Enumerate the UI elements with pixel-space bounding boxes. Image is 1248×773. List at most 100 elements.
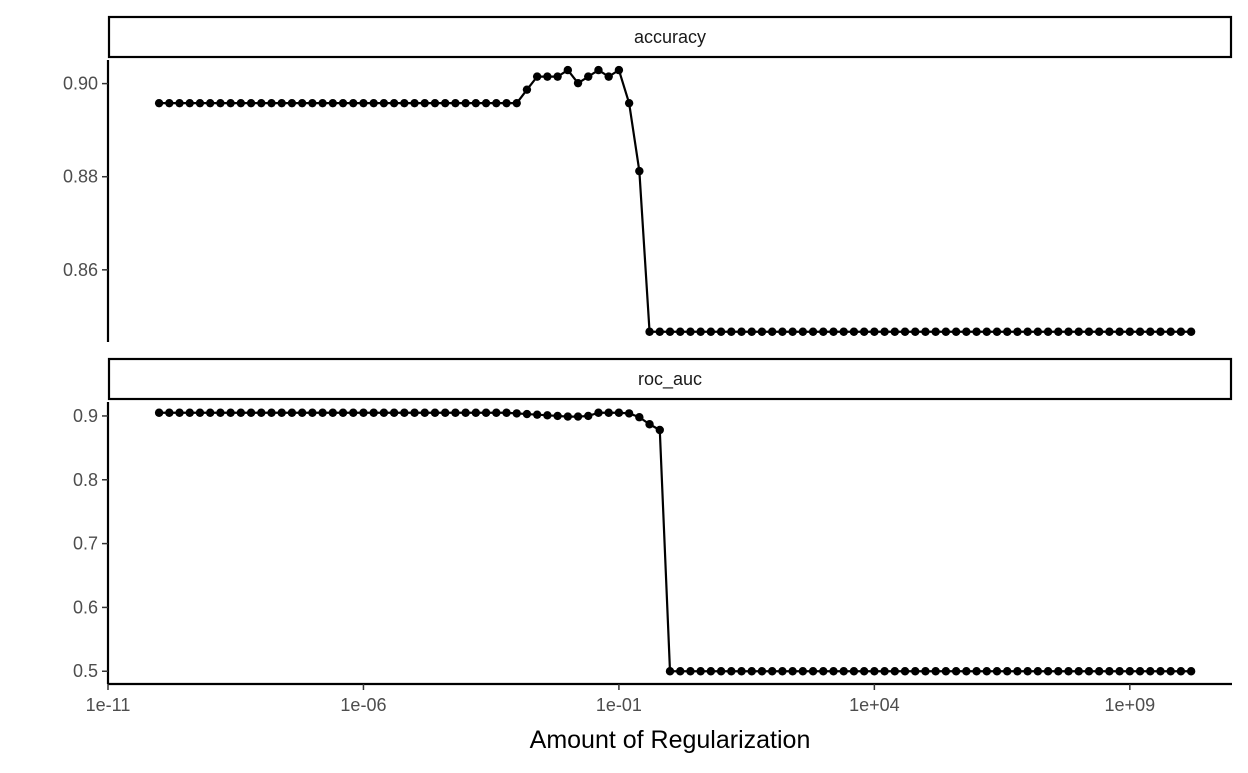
data-point <box>1043 667 1053 676</box>
data-point <box>880 327 889 336</box>
data-point <box>563 65 573 75</box>
data-point <box>1094 327 1104 336</box>
data-point <box>900 327 910 336</box>
data-point <box>512 98 521 108</box>
data-point <box>982 667 991 676</box>
data-point <box>665 327 675 336</box>
data-point <box>849 667 859 676</box>
data-point <box>1156 327 1165 336</box>
data-point <box>481 408 491 417</box>
data-point <box>297 98 307 108</box>
data-point <box>328 408 337 417</box>
data-point <box>839 667 848 676</box>
data-point <box>624 98 634 108</box>
data-point <box>532 410 542 419</box>
data-point <box>727 327 736 336</box>
data-point <box>686 667 695 676</box>
data-point <box>1013 667 1022 676</box>
data-point <box>757 667 767 676</box>
data-point <box>1054 327 1063 336</box>
data-point <box>277 408 286 417</box>
data-point <box>972 667 981 676</box>
data-point <box>175 408 184 417</box>
data-point <box>941 667 951 676</box>
data-point <box>369 98 378 108</box>
data-point <box>931 667 940 676</box>
data-point <box>1186 667 1196 676</box>
data-point <box>1135 667 1145 676</box>
data-point <box>318 408 327 417</box>
data-point <box>359 98 368 108</box>
data-point <box>1186 327 1196 336</box>
data-point <box>441 408 450 417</box>
facet-strip-label: roc_auc <box>638 369 702 390</box>
data-point <box>553 411 562 421</box>
data-point <box>676 327 685 336</box>
y-tick-label: 0.7 <box>73 534 98 554</box>
data-point <box>1003 327 1012 336</box>
data-point <box>716 667 726 676</box>
data-point <box>410 408 419 417</box>
data-point <box>318 98 327 108</box>
x-tick-label: 1e-11 <box>86 695 131 715</box>
data-point <box>747 327 756 336</box>
data-point <box>451 98 460 108</box>
data-point <box>1023 667 1032 676</box>
data-point <box>614 408 624 417</box>
facet-strip-label: accuracy <box>634 27 706 47</box>
data-point <box>430 408 440 417</box>
data-point <box>1166 667 1175 676</box>
data-point <box>1105 327 1114 336</box>
data-point <box>992 327 1002 336</box>
data-point <box>328 98 337 108</box>
data-point <box>287 408 297 417</box>
data-point <box>205 408 215 417</box>
data-point <box>205 98 215 108</box>
data-point <box>737 667 746 676</box>
data-point <box>982 327 991 336</box>
data-point <box>911 667 920 676</box>
x-tick-label: 1e-01 <box>596 695 642 715</box>
data-point <box>236 408 246 417</box>
data-point <box>594 65 603 75</box>
data-point <box>349 98 358 108</box>
data-point <box>400 98 409 108</box>
x-tick-label: 1e-06 <box>340 695 386 715</box>
data-point <box>369 408 378 417</box>
data-point <box>532 72 542 81</box>
data-point <box>1003 667 1012 676</box>
y-tick-label: 0.5 <box>73 661 98 681</box>
data-point <box>451 408 460 417</box>
data-point <box>1156 667 1165 676</box>
data-point <box>175 98 184 108</box>
data-point <box>798 667 808 676</box>
data-point <box>890 327 899 336</box>
data-point <box>1146 667 1155 676</box>
data-point <box>297 408 307 417</box>
data-point <box>1115 667 1124 676</box>
data-point <box>849 327 859 336</box>
data-point <box>410 98 419 108</box>
data-point <box>1023 327 1032 336</box>
data-point <box>1094 667 1104 676</box>
data-point <box>921 327 930 336</box>
data-point <box>389 408 399 417</box>
data-point <box>257 408 266 417</box>
data-point <box>706 327 716 336</box>
data-point <box>226 408 235 417</box>
data-point <box>941 327 951 336</box>
data-point <box>859 327 869 336</box>
data-point <box>1084 667 1094 676</box>
data-point <box>573 78 583 88</box>
data-point <box>798 327 808 336</box>
data-point <box>614 65 624 75</box>
data-point <box>1074 667 1083 676</box>
data-point <box>972 327 981 336</box>
data-point <box>635 413 644 422</box>
data-point <box>655 327 664 336</box>
data-point <box>502 408 511 417</box>
data-point <box>962 327 971 336</box>
data-point <box>951 327 961 336</box>
